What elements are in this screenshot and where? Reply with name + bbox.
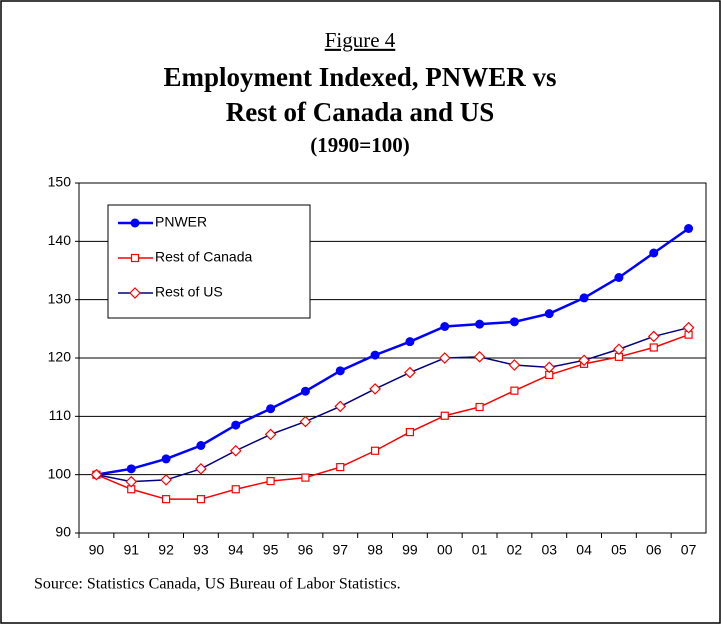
y-tick-label: 100 — [48, 465, 72, 481]
point — [613, 343, 625, 356]
legend-label: Rest of Canada — [155, 249, 252, 265]
point — [543, 361, 556, 374]
point — [614, 273, 624, 282]
point — [438, 352, 451, 364]
point — [231, 485, 240, 494]
point — [229, 444, 242, 457]
series-line — [96, 326, 689, 483]
point — [301, 473, 310, 482]
y-tick-label: 90 — [55, 524, 71, 540]
point — [473, 350, 486, 363]
point — [649, 343, 658, 352]
point — [647, 330, 660, 343]
x-tick-label: 99 — [402, 542, 418, 558]
point — [195, 462, 207, 475]
point — [579, 293, 589, 303]
point — [404, 366, 416, 379]
y-tick-label: 130 — [48, 290, 72, 306]
point — [544, 309, 554, 319]
point — [126, 464, 136, 474]
point — [336, 462, 345, 472]
y-tick-label: 110 — [49, 407, 72, 423]
point — [510, 386, 519, 395]
x-tick-label: 92 — [158, 542, 174, 558]
point — [369, 383, 381, 395]
point — [161, 454, 171, 464]
point — [125, 475, 138, 488]
y-tick-label: 140 — [48, 232, 72, 248]
x-tick-label: 05 — [611, 542, 627, 558]
x-tick-label: 00 — [437, 542, 453, 558]
point — [682, 321, 695, 334]
point — [370, 446, 380, 455]
x-tick-label: 91 — [123, 542, 139, 558]
series-line — [96, 333, 689, 500]
point — [130, 253, 140, 263]
point — [405, 337, 415, 347]
point — [508, 359, 521, 371]
legend-label: PNWER — [155, 214, 207, 230]
source-note: Source: Statistics Canada, US Bureau of … — [34, 576, 401, 593]
point — [509, 317, 519, 327]
chart-title: Rest of Canada and US — [226, 97, 495, 127]
point — [129, 287, 141, 299]
x-tick-label: 06 — [646, 542, 662, 558]
y-tick-label: 150 — [48, 174, 72, 190]
point — [440, 411, 449, 420]
figure-label: Figure 4 — [325, 28, 396, 52]
point — [299, 415, 312, 428]
point — [370, 350, 380, 360]
point — [266, 404, 276, 414]
point — [684, 224, 694, 233]
x-tick-label: 03 — [541, 542, 557, 558]
point — [475, 319, 485, 329]
point — [196, 495, 206, 504]
point — [578, 354, 590, 367]
point — [649, 248, 659, 258]
point — [160, 474, 172, 486]
x-tick-label: 97 — [332, 542, 348, 558]
legend-label: Rest of US — [155, 284, 223, 300]
x-tick-label: 96 — [298, 542, 314, 558]
point — [231, 420, 241, 430]
point — [334, 400, 347, 413]
x-tick-label: 93 — [193, 542, 209, 558]
x-tick-label: 95 — [263, 542, 279, 558]
point — [196, 441, 206, 450]
x-tick-label: 01 — [472, 542, 488, 558]
point — [440, 322, 450, 331]
x-tick-label: 04 — [576, 542, 592, 558]
y-tick-label: 120 — [48, 349, 72, 365]
x-tick-label: 90 — [89, 542, 105, 558]
point — [266, 476, 275, 486]
x-tick-label: 98 — [367, 542, 383, 558]
point — [475, 402, 484, 412]
x-tick-label: 02 — [507, 542, 523, 558]
chart-title: Employment Indexed, PNWER vs — [163, 62, 556, 92]
point — [130, 218, 140, 228]
chart-subtitle: (1990=100) — [310, 133, 409, 157]
point — [300, 386, 310, 396]
point — [335, 366, 345, 376]
point — [264, 428, 277, 441]
point — [90, 468, 103, 481]
x-tick-label: 94 — [228, 542, 244, 558]
series-line — [96, 227, 690, 476]
point — [161, 495, 171, 504]
x-tick-label: 07 — [681, 542, 697, 558]
point — [405, 427, 415, 437]
